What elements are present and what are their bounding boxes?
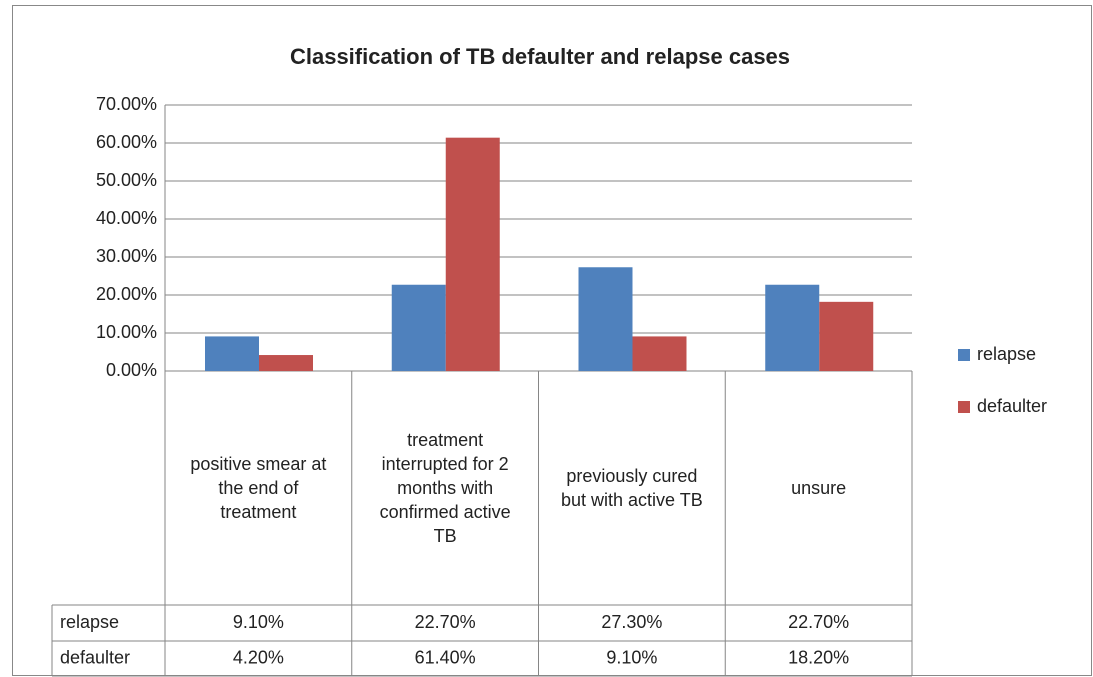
y-tick-label: 70.00% [96, 94, 157, 114]
category-label-box: unsure [791, 478, 847, 498]
y-tick-label: 60.00% [96, 132, 157, 152]
bar [391, 284, 446, 371]
bar [445, 137, 500, 371]
category-label: previously cured but with active TB [561, 466, 703, 510]
table-value: 22.70% [415, 612, 476, 632]
bar [578, 267, 633, 371]
bar [205, 336, 259, 371]
bar [819, 301, 874, 371]
legend-label: defaulter [977, 396, 1047, 416]
category-label: treatment interrupted for 2 months with … [379, 430, 511, 546]
bar [632, 336, 687, 371]
category-label-box: previously cured but with active TB [561, 466, 703, 510]
y-tick-label: 20.00% [96, 284, 157, 304]
y-tick-label: 30.00% [96, 246, 157, 266]
y-tick-label: 10.00% [96, 322, 157, 342]
bar [259, 355, 313, 371]
category-label-box: treatment interrupted for 2 months with … [379, 430, 511, 546]
table-value: 22.70% [788, 612, 849, 632]
legend-swatch [958, 401, 970, 413]
category-label-box: positive smear at the end of treatment [190, 454, 327, 522]
category-label: positive smear at the end of treatment [190, 454, 327, 522]
table-row-label: defaulter [60, 647, 130, 667]
chart-title: Classification of TB defaulter and relap… [290, 44, 790, 69]
table-value: 9.10% [233, 612, 284, 632]
y-tick-label: 40.00% [96, 208, 157, 228]
bar [765, 284, 820, 371]
table-row-label: relapse [60, 612, 119, 632]
category-label: unsure [791, 478, 847, 498]
table-value: 18.20% [788, 647, 849, 667]
table-value: 4.20% [233, 647, 284, 667]
legend-label: relapse [977, 344, 1036, 364]
table-value: 9.10% [606, 647, 657, 667]
y-tick-label: 50.00% [96, 170, 157, 190]
table-value: 27.30% [601, 612, 662, 632]
y-tick-label: 0.00% [106, 360, 157, 380]
legend-swatch [958, 349, 970, 361]
table-value: 61.40% [415, 647, 476, 667]
